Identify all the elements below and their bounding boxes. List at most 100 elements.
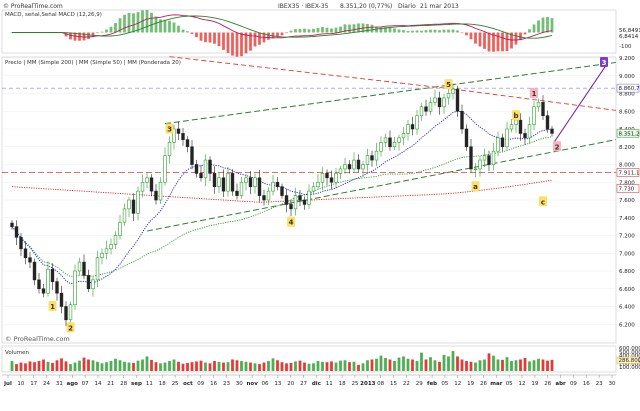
volume-bar bbox=[294, 361, 297, 371]
candle bbox=[406, 120, 410, 141]
volume-bar bbox=[195, 361, 198, 371]
candle bbox=[536, 98, 541, 112]
volume-bar bbox=[528, 361, 531, 371]
volume-bar bbox=[352, 361, 356, 371]
volume-bar bbox=[307, 363, 311, 371]
volume-bar bbox=[357, 364, 360, 371]
volume-bar bbox=[325, 362, 329, 371]
wave-label-text: 5 bbox=[446, 81, 451, 89]
macd-histogram-bar bbox=[388, 27, 392, 33]
volume-bar bbox=[519, 359, 522, 371]
volume-bar bbox=[550, 359, 554, 371]
candle bbox=[136, 186, 140, 221]
macd-histogram-bar bbox=[411, 30, 414, 33]
x-tick-label: 11 bbox=[326, 381, 333, 387]
macd-histogram-bar bbox=[532, 24, 536, 33]
candle bbox=[14, 220, 19, 246]
price-tick-label: 6.800 bbox=[619, 269, 635, 275]
candle bbox=[523, 128, 527, 145]
volume-bar bbox=[510, 361, 513, 371]
volume-bar bbox=[190, 362, 194, 371]
candle bbox=[217, 172, 221, 194]
macd-histogram-bar bbox=[249, 32, 252, 51]
volume-bar bbox=[370, 359, 374, 371]
x-tick-label: 25 bbox=[172, 381, 179, 387]
macd-histogram-bar bbox=[177, 25, 180, 33]
price-tag-text: 8.351,20 bbox=[619, 131, 640, 137]
volume-tick-label: 400.000 bbox=[619, 354, 640, 360]
volume-bar bbox=[384, 357, 387, 371]
candle bbox=[248, 171, 253, 195]
candle bbox=[280, 183, 284, 199]
candle bbox=[455, 85, 460, 117]
macd-histogram-bar bbox=[456, 30, 459, 33]
volume-bar bbox=[316, 361, 320, 371]
macd-histogram-bar bbox=[348, 24, 351, 33]
volume-bar bbox=[249, 362, 252, 371]
macd-histogram-bar bbox=[181, 29, 185, 33]
volume-bar bbox=[258, 364, 261, 371]
candle bbox=[289, 200, 293, 217]
header-info: IBEX35 · IBEX-35 8.351,20 (0,77%) Diario… bbox=[278, 3, 459, 10]
volume-bar bbox=[465, 361, 468, 371]
volume-bar bbox=[240, 361, 243, 371]
price-tag-text: 7.730 bbox=[619, 186, 635, 192]
macd-histogram-bar bbox=[550, 18, 554, 33]
x-tick-label: 14 bbox=[94, 381, 101, 387]
volume-bar bbox=[411, 359, 414, 371]
macd-histogram-bar bbox=[406, 31, 410, 33]
volume-bar bbox=[24, 363, 27, 371]
volume-bar bbox=[276, 360, 279, 371]
candle bbox=[410, 116, 415, 136]
wave-label: 5 bbox=[444, 79, 453, 90]
volume-bar bbox=[19, 362, 23, 371]
macd-histogram-bar bbox=[100, 31, 104, 33]
macd-histogram-bar bbox=[127, 12, 131, 33]
macd-histogram-bar bbox=[168, 20, 171, 33]
volume-bar bbox=[42, 359, 45, 371]
x-tick-label: sep bbox=[131, 381, 142, 387]
candle bbox=[28, 252, 32, 269]
macd-signal-line bbox=[12, 15, 553, 39]
volume-bar bbox=[460, 359, 464, 371]
macd-histogram-bar bbox=[159, 19, 162, 33]
macd-histogram-bar bbox=[222, 32, 225, 50]
macd-histogram-bar bbox=[132, 13, 135, 33]
macd-histogram-bar bbox=[501, 32, 504, 52]
macd-histogram-bar bbox=[73, 32, 77, 41]
x-tick-label: 30 bbox=[236, 381, 243, 387]
macd-histogram-bar bbox=[258, 32, 261, 45]
volume-axis: 600.000500.000400.000300.000200.000100.0… bbox=[616, 346, 640, 371]
price-tag-text: 8.860,7 bbox=[619, 86, 640, 92]
volume-tick-label: 500.000 bbox=[619, 350, 640, 356]
price-tick-label: 7.600 bbox=[619, 198, 635, 204]
x-tick-label: 12 bbox=[454, 381, 461, 387]
volume-bar bbox=[127, 362, 131, 371]
volume-bar bbox=[298, 360, 302, 371]
candle bbox=[253, 173, 257, 194]
volume-bar bbox=[213, 361, 216, 371]
macd-histogram-bar bbox=[541, 17, 545, 33]
candle bbox=[91, 276, 95, 297]
candle bbox=[113, 231, 118, 250]
volume-bar bbox=[361, 363, 365, 371]
wave-label: c bbox=[539, 196, 547, 207]
volume-tick-label: 600.000 bbox=[619, 346, 640, 352]
x-tick-label: 09 bbox=[197, 381, 204, 387]
macd-histogram-bar bbox=[285, 32, 288, 34]
candle bbox=[379, 136, 383, 157]
volume-bar bbox=[478, 360, 482, 371]
x-tick-label: 18 bbox=[159, 381, 166, 387]
x-tick-label: oct bbox=[183, 381, 193, 387]
candle bbox=[343, 158, 347, 174]
price-tick-label: 9.000 bbox=[619, 74, 635, 80]
candle bbox=[239, 176, 244, 199]
x-axis: jul 10 17 24 31 ago 07 14 21 28 sep 11 18 25 oct 09 16 23… bbox=[3, 375, 616, 387]
volume-bar bbox=[105, 362, 108, 371]
macd-histogram-bar bbox=[420, 30, 423, 33]
wave-label: 3 bbox=[600, 56, 608, 67]
candle bbox=[527, 116, 532, 145]
price-tick-label: 9.200 bbox=[619, 56, 635, 62]
volume-bar bbox=[496, 359, 500, 371]
macd-histogram-bar bbox=[325, 27, 329, 33]
